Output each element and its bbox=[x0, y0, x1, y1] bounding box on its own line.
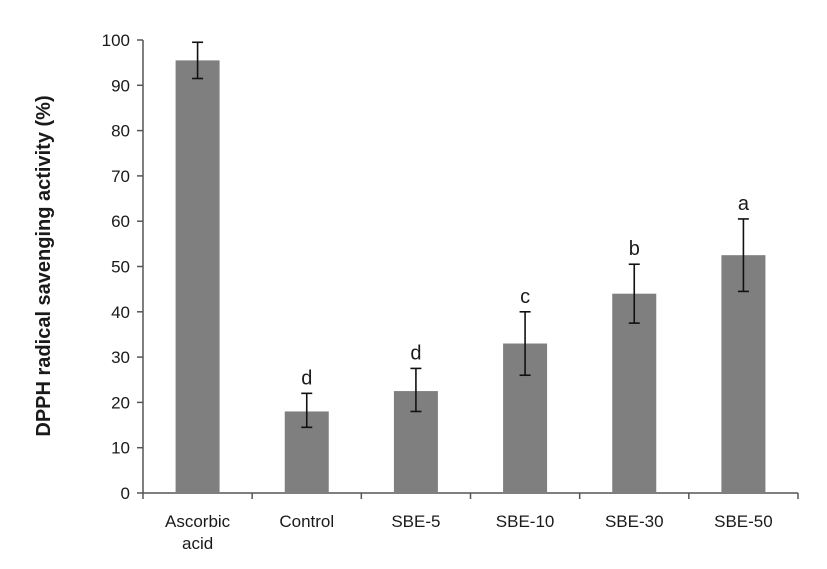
y-tick-label: 30 bbox=[111, 348, 130, 367]
y-tick-label: 90 bbox=[111, 76, 130, 95]
y-tick-label: 10 bbox=[111, 439, 130, 458]
y-tick-label: 0 bbox=[121, 484, 130, 503]
y-tick-label: 100 bbox=[102, 31, 130, 50]
x-tick-label: SBE-50 bbox=[714, 512, 773, 531]
significance-label: b bbox=[629, 238, 640, 260]
bar bbox=[612, 293, 657, 493]
x-tick-label: acid bbox=[182, 534, 213, 553]
significance-label: a bbox=[738, 193, 750, 215]
y-tick-label: 20 bbox=[111, 393, 130, 412]
significance-label: d bbox=[410, 342, 421, 364]
x-tick-label: SBE-30 bbox=[605, 512, 664, 531]
x-axis: Ascorbic acid Control SBE-5 SBE-10 SBE-30 SBE-… bbox=[142, 492, 799, 553]
y-tick-label: 50 bbox=[111, 258, 130, 277]
y-axis: 0 10 20 30 40 50 60 70 80 90 100 bbox=[102, 31, 144, 503]
bars: d d c b a bbox=[175, 41, 766, 493]
y-axis-title: DPPH radical savenging activity (%) bbox=[33, 95, 55, 436]
y-tick-label: 60 bbox=[111, 212, 130, 231]
x-tick-label: Ascorbic bbox=[165, 512, 231, 531]
x-tick-label: SBE-5 bbox=[391, 512, 440, 531]
bar bbox=[175, 60, 220, 493]
x-tick-label: SBE-10 bbox=[496, 512, 555, 531]
y-tick-label: 80 bbox=[111, 122, 130, 141]
significance-label: c bbox=[520, 286, 530, 308]
y-tick-label: 70 bbox=[111, 167, 130, 186]
significance-label: d bbox=[301, 367, 312, 389]
y-tick-label: 40 bbox=[111, 303, 130, 322]
bar bbox=[721, 255, 766, 493]
x-tick-label: Control bbox=[279, 512, 334, 531]
